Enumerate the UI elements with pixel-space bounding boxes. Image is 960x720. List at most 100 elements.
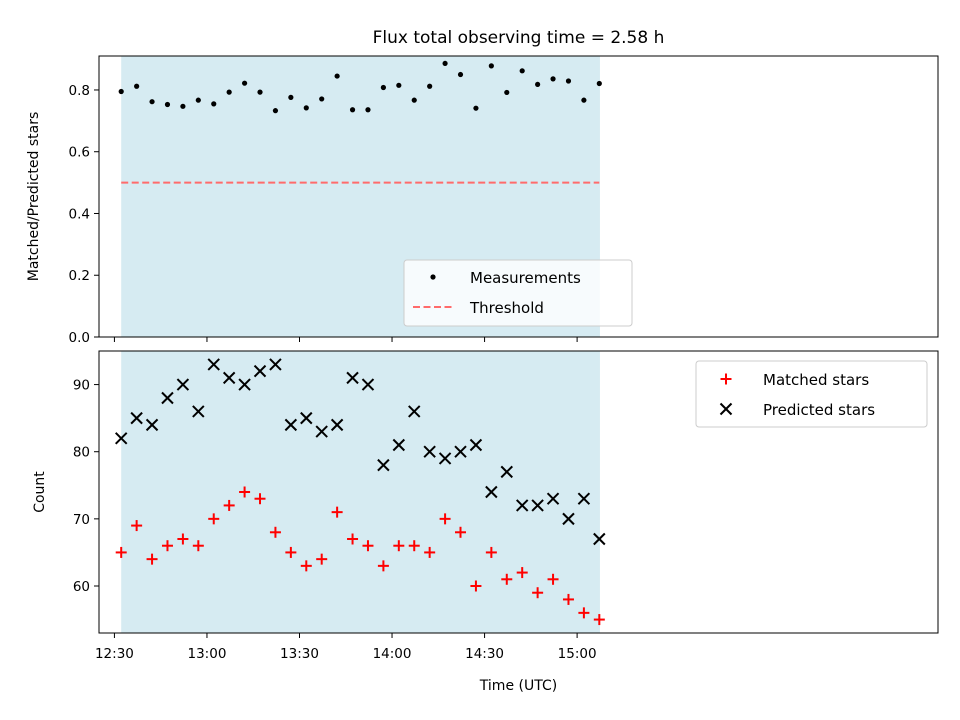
matched-star-point (562, 593, 574, 605)
legend-matched-label: Matched stars (763, 371, 869, 389)
predicted-star-point (469, 438, 483, 452)
x-marker-stroke (269, 358, 282, 371)
predicted-star-point (438, 452, 452, 465)
predicted-star-point (562, 512, 575, 526)
measurement-point (488, 63, 494, 69)
predicted-star-point (330, 418, 344, 432)
measurement-point (211, 101, 217, 107)
predicted-star-point (531, 499, 544, 512)
predicted-star-point (222, 371, 236, 385)
y-tick-label: 0.4 (69, 206, 90, 222)
matched-star-point (347, 533, 359, 545)
predicted-star-point (392, 438, 406, 452)
x-marker-stroke (130, 411, 143, 425)
x-marker-stroke (207, 358, 220, 371)
x-marker-stroke (515, 499, 529, 512)
measurement-point (288, 94, 294, 100)
predicted-star-point (546, 492, 560, 505)
matched-star-point (547, 573, 559, 585)
x-marker-stroke (238, 378, 251, 391)
matched-star-point (532, 587, 544, 599)
x-marker-stroke (284, 418, 298, 432)
measurement-point (427, 83, 433, 89)
measurement-point (180, 103, 186, 109)
top-y-ticks: 0.0 0.2 0.4 0.6 0.8 (69, 83, 99, 346)
x-tick-label: 13:30 (280, 646, 319, 662)
predicted-star-point (238, 378, 251, 391)
legend-predicted-marker (719, 402, 733, 416)
measurement-point (519, 68, 525, 74)
legend-x-marker (719, 402, 733, 416)
predicted-star-point (515, 499, 529, 512)
matched-star-point (470, 580, 482, 592)
matched-star-point (269, 526, 281, 538)
predicted-star-point (346, 371, 359, 385)
predicted-star-point (485, 485, 498, 499)
x-marker-stroke (253, 364, 267, 378)
matched-star-point (223, 499, 235, 511)
measurement-point (164, 101, 171, 108)
matched-star-point (177, 533, 189, 545)
measurement-point (473, 105, 479, 111)
x-marker-stroke (485, 485, 498, 499)
x-marker-stroke (315, 425, 328, 438)
top-plot-frame (98, 55, 939, 338)
matched-star-point (408, 540, 420, 552)
measurement-point (504, 89, 510, 96)
matched-star-point (362, 540, 374, 552)
bottom-shaded-span (121, 351, 600, 633)
chart-title: Flux total observing time = 2.58 h (373, 28, 665, 48)
x-marker-stroke (115, 432, 128, 445)
x-marker-stroke (176, 378, 190, 391)
measurement-point (550, 76, 556, 82)
predicted-star-point (577, 492, 591, 505)
measurement-points (118, 60, 602, 114)
x-marker-stroke (300, 411, 313, 425)
predicted-star-point (300, 411, 313, 425)
x-marker-stroke (531, 499, 544, 512)
matched-star-point (254, 493, 266, 505)
measurement-point (241, 80, 248, 86)
predicted-star-point (192, 405, 205, 418)
predicted-star-points (115, 358, 606, 546)
x-marker-stroke (546, 492, 560, 505)
matched-star-point (377, 560, 389, 572)
measurement-point (303, 105, 309, 111)
matched-star-point (285, 546, 297, 558)
measurement-point (349, 107, 356, 113)
matched-star-point (593, 614, 605, 626)
y-tick-label: 0.6 (69, 145, 90, 161)
bottom-y-ticks: 60 70 80 90 (73, 378, 99, 595)
top-plot: 0.0 0.2 0.4 0.6 0.8 Flux total observing tim… (26, 28, 939, 346)
bottom-y-axis-label: Count (32, 471, 48, 513)
x-marker-stroke (192, 405, 205, 418)
x-tick-label: 12:30 (95, 646, 134, 662)
predicted-star-point (176, 378, 190, 391)
measurement-point (149, 99, 155, 105)
matched-star-point (146, 553, 158, 565)
matched-star-point (316, 553, 328, 565)
y-tick-label: 90 (73, 378, 90, 394)
predicted-star-point (253, 364, 267, 378)
x-marker-stroke (719, 402, 733, 416)
predicted-star-point (377, 458, 390, 472)
matched-star-point (161, 540, 173, 552)
x-marker-stroke (330, 418, 344, 432)
x-marker-stroke (161, 391, 174, 405)
bottom-legend-box (695, 360, 928, 428)
predicted-star-point (115, 432, 128, 445)
bottom-plot-frame (98, 350, 939, 634)
top-legend: Measurements Threshold (403, 259, 633, 327)
matched-star-point (192, 540, 204, 552)
measurement-point (365, 107, 371, 113)
x-tick-label: 14:30 (465, 646, 504, 662)
measurement-point (581, 97, 587, 103)
x-marker-stroke (408, 405, 421, 418)
x-marker-stroke (593, 532, 606, 546)
top-x-ticks (113, 337, 578, 342)
matched-star-point (439, 513, 451, 525)
matched-star-point (578, 607, 590, 619)
x-marker-stroke (438, 452, 452, 465)
